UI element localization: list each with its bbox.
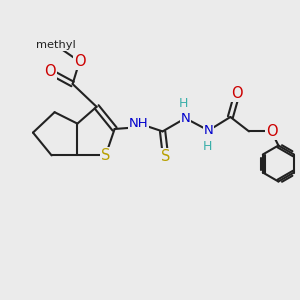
Text: H: H (179, 97, 189, 110)
Text: O: O (266, 124, 277, 139)
Text: O: O (74, 54, 85, 69)
Text: N: N (204, 124, 213, 137)
Text: O: O (231, 86, 243, 101)
Text: S: S (161, 149, 170, 164)
Text: N: N (181, 112, 190, 125)
Text: NH: NH (129, 117, 148, 130)
Text: methyl: methyl (36, 40, 75, 50)
Text: H: H (202, 140, 212, 153)
Text: S: S (101, 148, 110, 163)
Text: O: O (45, 64, 56, 80)
